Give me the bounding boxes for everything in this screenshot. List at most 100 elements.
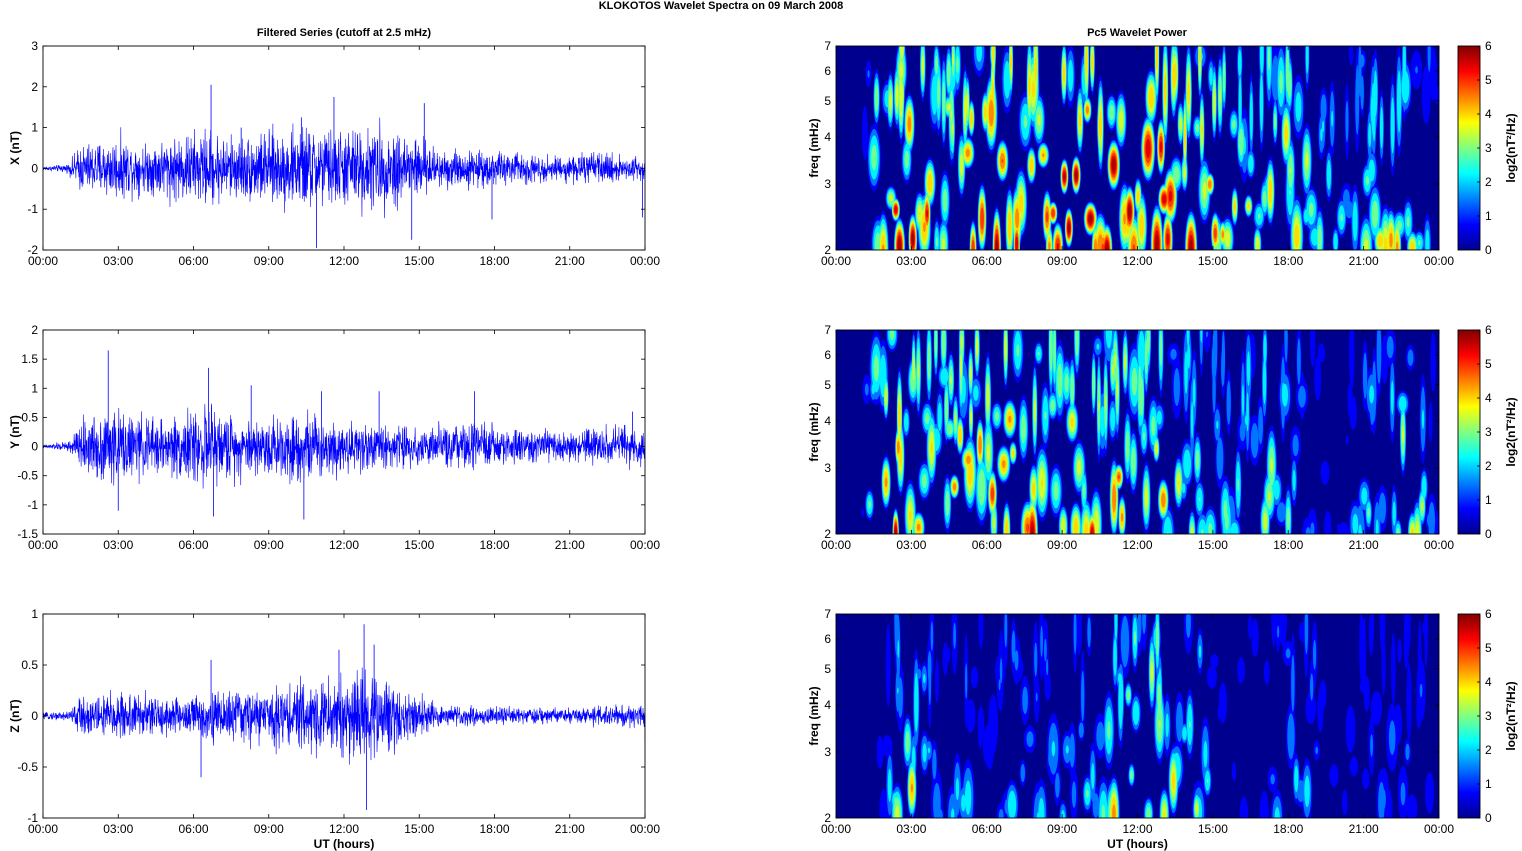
power-contour	[1022, 686, 1028, 715]
power-contour	[1150, 661, 1154, 683]
wavelet-panel-2: 2 3 4 5 6 7 00:00 03:00 06:00 09:00 12:00 15:00 18:0…	[807, 323, 1518, 552]
power-contour	[1132, 243, 1136, 250]
ytick-label: 2	[31, 323, 38, 337]
colorbar-tick-label: 2	[1485, 459, 1492, 473]
power-contour	[1139, 213, 1144, 239]
power-contour	[998, 679, 1001, 691]
power-contour	[1294, 765, 1299, 793]
ytick-label: 1	[31, 607, 38, 621]
colorbar-tick-label: 3	[1485, 141, 1492, 155]
power-contour	[1142, 614, 1147, 635]
power-contour	[1380, 106, 1384, 149]
power-contour	[1195, 449, 1200, 471]
timeseries-panel-z: -1 -0.5 0 0.5 1 00:00 03:00 06:00 09:00 12:00 15:0…	[8, 607, 660, 851]
power-contour	[1051, 741, 1056, 757]
power-contour	[1230, 522, 1239, 534]
power-contour	[1267, 46, 1271, 71]
series-line-z	[43, 667, 645, 765]
power-contour	[1161, 492, 1166, 508]
power-contour	[963, 95, 967, 126]
power-contour	[927, 650, 932, 683]
power-contour	[1050, 399, 1056, 412]
power-contour	[1247, 203, 1250, 209]
power-contour	[1120, 615, 1130, 668]
colorbar-tick-label: 0	[1485, 811, 1492, 825]
power-contour	[1391, 632, 1396, 706]
power-contour	[1044, 411, 1047, 420]
colorbar-tick-label: 1	[1485, 777, 1492, 791]
power-contour	[1270, 458, 1274, 474]
power-contour	[1304, 614, 1309, 655]
power-contour	[986, 382, 990, 412]
power-contour	[1390, 380, 1394, 415]
power-contour	[960, 353, 963, 379]
colorbar-tick-label: 6	[1485, 39, 1492, 53]
power-contour	[1370, 690, 1383, 726]
power-contour	[977, 706, 985, 742]
power-contour	[899, 61, 904, 79]
power-contour	[1064, 373, 1069, 393]
power-contour	[1016, 344, 1020, 357]
power-contour	[1168, 190, 1173, 202]
power-contour	[1004, 332, 1008, 363]
power-contour	[964, 780, 972, 815]
power-contour	[1162, 194, 1167, 205]
power-contour	[1386, 336, 1394, 359]
power-contour	[1200, 330, 1203, 343]
power-contour	[998, 809, 1004, 818]
power-contour	[1202, 181, 1207, 200]
power-contour	[1279, 70, 1284, 94]
power-contour	[1172, 71, 1176, 89]
power-contour	[1029, 158, 1034, 173]
power-contour	[1222, 61, 1226, 94]
power-contour	[1030, 525, 1034, 534]
power-contour	[1369, 385, 1375, 404]
power-contour	[1183, 449, 1191, 479]
power-contour	[1406, 216, 1410, 228]
ytick-label: 2	[824, 527, 831, 541]
colorbar-gradient	[1457, 45, 1481, 251]
power-contour	[1125, 429, 1130, 463]
colorbar-tick-label: 2	[1485, 743, 1492, 757]
power-contour	[1331, 110, 1334, 127]
power-contour	[1124, 354, 1127, 371]
power-contour	[1419, 683, 1423, 698]
power-contour	[1425, 229, 1430, 250]
wavelet-heatmap	[836, 614, 1439, 818]
power-contour	[1284, 125, 1288, 143]
power-contour	[1184, 350, 1188, 395]
ytick-label: 7	[824, 39, 831, 53]
ytick-label: 1	[31, 381, 38, 395]
power-contour	[1246, 392, 1249, 432]
colorbar-gradient	[1457, 613, 1481, 819]
power-contour	[1104, 394, 1107, 410]
power-contour	[1105, 243, 1109, 250]
power-contour	[1273, 480, 1280, 500]
power-contour	[1056, 242, 1060, 250]
power-contour	[1026, 731, 1034, 747]
power-contour	[1297, 338, 1301, 385]
power-contour	[864, 383, 869, 396]
wv-xtick-label: 00:00	[821, 538, 851, 552]
series-line-y	[43, 403, 645, 489]
power-contour	[888, 92, 892, 110]
power-contour	[932, 749, 937, 780]
power-contour	[1189, 239, 1193, 250]
timeseries-panel-x: -2 -1 0 1 2 3 00:00 03:00 06:00 09:00 12:00 15:00 18…	[8, 39, 660, 268]
ts-xtick-label: 06:00	[178, 822, 208, 836]
wavelet-panel-1: 2 3 4 5 6 7 00:00 03:00 06:00 09:00 12:00 15:00 18:0…	[807, 39, 1518, 268]
power-contour	[1389, 232, 1393, 248]
power-contour	[1199, 330, 1204, 365]
ts-xtick-label: 21:00	[555, 822, 585, 836]
ytick-label: 4	[824, 414, 831, 428]
power-contour	[1410, 527, 1414, 534]
power-contour	[897, 640, 900, 658]
power-contour	[897, 238, 902, 250]
power-contour	[896, 440, 900, 454]
power-contour	[1258, 406, 1264, 445]
wv-xtick-label: 18:00	[1273, 254, 1303, 268]
power-contour	[1363, 237, 1369, 250]
ytick-label: 3	[824, 745, 831, 759]
power-contour	[1282, 382, 1285, 404]
wv-xtick-label: 03:00	[896, 254, 926, 268]
